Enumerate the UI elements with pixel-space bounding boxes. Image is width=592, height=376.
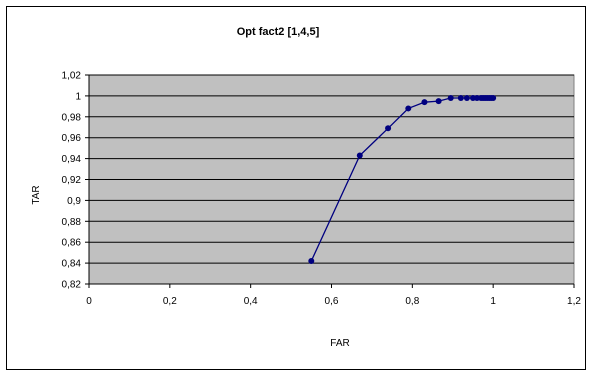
data-point [435, 98, 442, 105]
data-point [421, 99, 428, 106]
y-tick-label: 0,94 [62, 154, 82, 165]
data-points [308, 94, 497, 265]
chart-title: Opt fact2 [1,4,5] [237, 26, 320, 38]
x-tick-label: 0,2 [163, 296, 177, 307]
y-tick-label: 0,84 [62, 259, 82, 270]
y-tick-label: 0,92 [62, 175, 82, 186]
data-point [405, 105, 412, 112]
x-tick-label: 0,6 [325, 296, 339, 307]
y-tick-label: 1,02 [62, 71, 82, 82]
y-tick-label: 0,9 [67, 196, 81, 207]
data-point [490, 94, 497, 101]
data-point [447, 94, 454, 101]
y-tick-label: 0,98 [62, 112, 82, 123]
chart-area: 0,82 0,84 0,86 0,88 0,9 0,92 0,94 0,96 0,98 1 1,02… [6, 6, 586, 370]
y-tick-label: 0,88 [62, 217, 82, 228]
chart-svg: 0,82 0,84 0,86 0,88 0,9 0,92 0,94 0,96 0,98 1 1,02… [31, 26, 582, 349]
x-tick-label: 0 [86, 296, 92, 307]
x-tick-label: 0,8 [405, 296, 419, 307]
x-tick-label: 1,2 [567, 296, 581, 307]
data-point [308, 258, 315, 265]
data-point [356, 152, 363, 159]
data-point [457, 94, 464, 101]
axes: 0,82 0,84 0,86 0,88 0,9 0,92 0,94 0,96 0,98 1 1,02… [62, 71, 582, 308]
x-tick-label: 1 [490, 296, 496, 307]
y-tick-label: 0,82 [62, 280, 82, 291]
y-tick-label: 0,96 [62, 133, 82, 144]
y-axis-label: TAR [31, 185, 42, 204]
y-tick-label: 0,86 [62, 238, 82, 249]
data-point [385, 125, 392, 132]
x-axis-label: FAR [330, 338, 349, 349]
y-tick-label: 1 [75, 91, 81, 102]
x-tick-label: 0,4 [244, 296, 258, 307]
data-point [463, 94, 470, 101]
